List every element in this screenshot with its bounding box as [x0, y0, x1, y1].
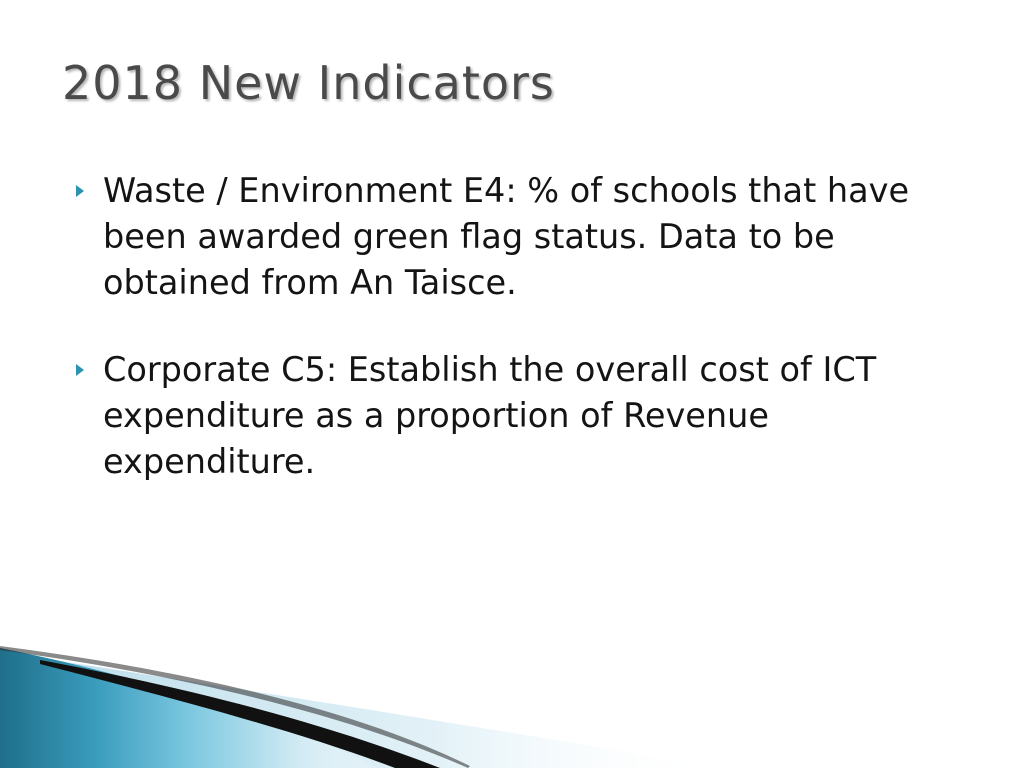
- teal-band: [0, 648, 380, 768]
- dark-edge: [0, 646, 470, 768]
- triangle-bullet-icon: [76, 185, 84, 197]
- bullet-text: Waste / Environment E4: % of schools tha…: [103, 171, 910, 302]
- triangle-bullet-icon: [76, 364, 84, 376]
- black-stripe: [40, 660, 440, 768]
- pale-sweep: [0, 652, 720, 768]
- bullet-text: Corporate C5: Establish the overall cost…: [103, 350, 877, 481]
- bullet-item-corporate: Corporate C5: Establish the overall cost…: [76, 347, 976, 485]
- bullet-item-waste: Waste / Environment E4: % of schools tha…: [76, 168, 976, 306]
- slide-title: 2018 New Indicators: [62, 56, 555, 110]
- bullet-list: Waste / Environment E4: % of schools tha…: [76, 168, 976, 526]
